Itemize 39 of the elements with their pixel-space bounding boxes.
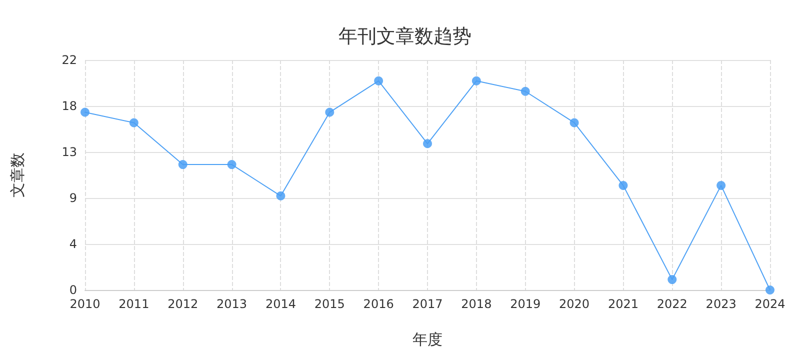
point	[716, 180, 726, 190]
x-tick-label: 2018	[461, 297, 492, 311]
y-tick-label: 13	[62, 145, 77, 159]
x-tick-label: 2019	[510, 297, 541, 311]
y-tick-label: 4	[69, 237, 77, 251]
y-axis-title: 文章数	[8, 152, 26, 198]
point	[80, 108, 90, 117]
point	[129, 118, 138, 128]
x-tick-label: 2013	[216, 297, 248, 311]
x-tick-label: 2022	[656, 297, 688, 311]
chart-title: 年刊文章数趋势	[338, 26, 472, 48]
point	[374, 76, 384, 86]
y-tick-label: 22	[62, 53, 77, 67]
x-axis-title: 年度	[412, 330, 442, 348]
x-tick-label: 2010	[70, 297, 100, 311]
x-tick-label: 2020	[559, 297, 590, 311]
x-tick-label: 2014	[265, 297, 296, 311]
point	[618, 180, 628, 190]
y-tick-label: 0	[69, 283, 77, 297]
x-tick-label: 2021	[608, 297, 638, 311]
point	[520, 86, 530, 96]
point	[668, 275, 677, 284]
point	[423, 139, 432, 148]
x-tick-label: 2016	[363, 297, 394, 311]
x-tick-label: 2011	[118, 297, 150, 311]
point	[227, 160, 236, 170]
x-tick-label: 2012	[168, 297, 198, 311]
x-tick-label: 2023	[706, 297, 736, 311]
x-tick-label: 2015	[314, 297, 345, 311]
point	[766, 286, 774, 294]
point	[178, 160, 188, 170]
point	[570, 118, 579, 128]
x-tick-label: 2024	[754, 297, 786, 311]
y-tick-label: 9	[69, 191, 77, 205]
y-tick-label: 18	[62, 99, 77, 113]
x-tick-label: 2017	[412, 297, 443, 311]
point	[276, 191, 286, 200]
point	[325, 108, 334, 117]
point	[472, 76, 481, 86]
